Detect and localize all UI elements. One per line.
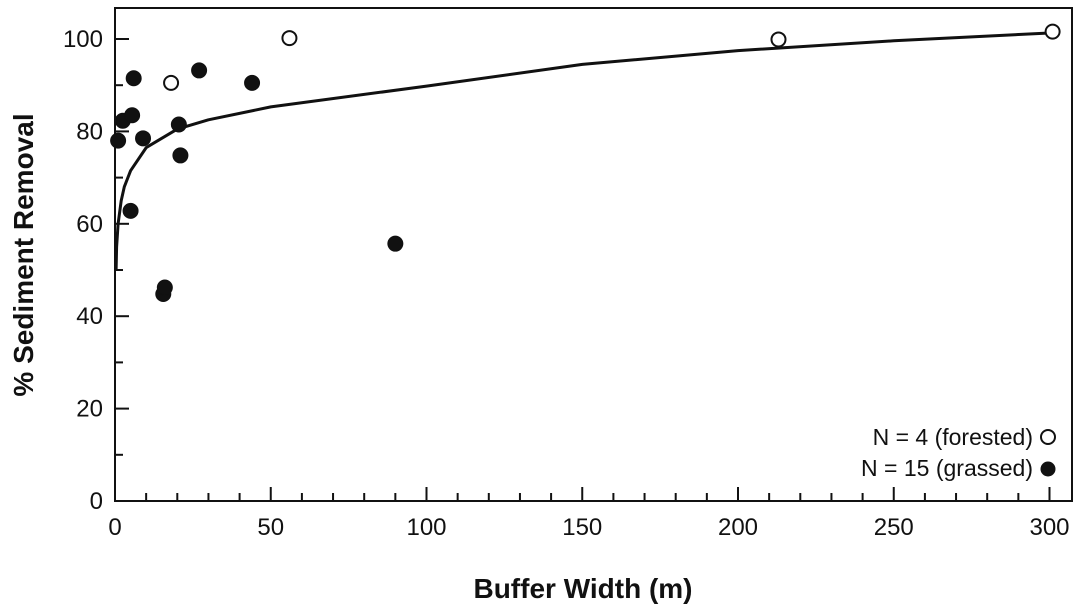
- y-tick-label: 80: [76, 118, 103, 145]
- x-axis-ticks: 0 50 100 150 200 250 300: [108, 487, 1070, 541]
- grassed-data-point: [244, 74, 261, 91]
- y-tick-label: 20: [76, 396, 103, 423]
- grassed-data-point: [156, 279, 173, 296]
- x-tick-label: 0: [108, 514, 121, 541]
- x-tick-label: 200: [718, 514, 758, 541]
- grassed-data-point: [124, 107, 141, 124]
- grassed-data-point: [135, 130, 152, 147]
- x-tick-label: 150: [562, 514, 602, 541]
- grassed-data-point: [110, 132, 127, 149]
- y-tick-label: 40: [76, 303, 103, 330]
- grassed-data-point: [125, 70, 142, 87]
- forested-data-point: [770, 31, 787, 48]
- y-tick-label: 0: [90, 488, 103, 515]
- legend: N = 4 (forested) N = 15 (grassed): [861, 424, 1056, 481]
- y-axis-ticks: 0 20 40 60 80 100: [63, 26, 129, 515]
- fit-curve-line: [114, 31, 1050, 271]
- legend-marker-grassed: [1040, 461, 1056, 477]
- y-tick-label: 100: [63, 26, 103, 53]
- forested-data-point: [1044, 23, 1061, 40]
- forested-data-point: [163, 74, 180, 91]
- x-tick-label: 300: [1029, 514, 1069, 541]
- x-tick-label: 250: [874, 514, 914, 541]
- legend-marker-forested: [1040, 429, 1056, 445]
- grassed-data-point: [122, 202, 139, 219]
- grassed-data-point: [170, 116, 187, 133]
- fit-curve-layer: [114, 31, 1050, 271]
- x-tick-label: 50: [257, 514, 284, 541]
- x-axis-title: Buffer Width (m): [473, 573, 692, 604]
- grassed-data-point: [387, 235, 404, 252]
- grassed-data-point: [172, 147, 189, 164]
- legend-label-grassed: N = 15 (grassed): [861, 455, 1033, 481]
- y-tick-label: 60: [76, 211, 103, 238]
- legend-label-forested: N = 4 (forested): [873, 424, 1033, 450]
- y-axis-title: % Sediment Removal: [8, 113, 39, 396]
- grassed-data-point: [191, 62, 208, 79]
- forested-data-point: [281, 30, 298, 47]
- x-tick-label: 100: [406, 514, 446, 541]
- data-points-layer: [110, 23, 1061, 303]
